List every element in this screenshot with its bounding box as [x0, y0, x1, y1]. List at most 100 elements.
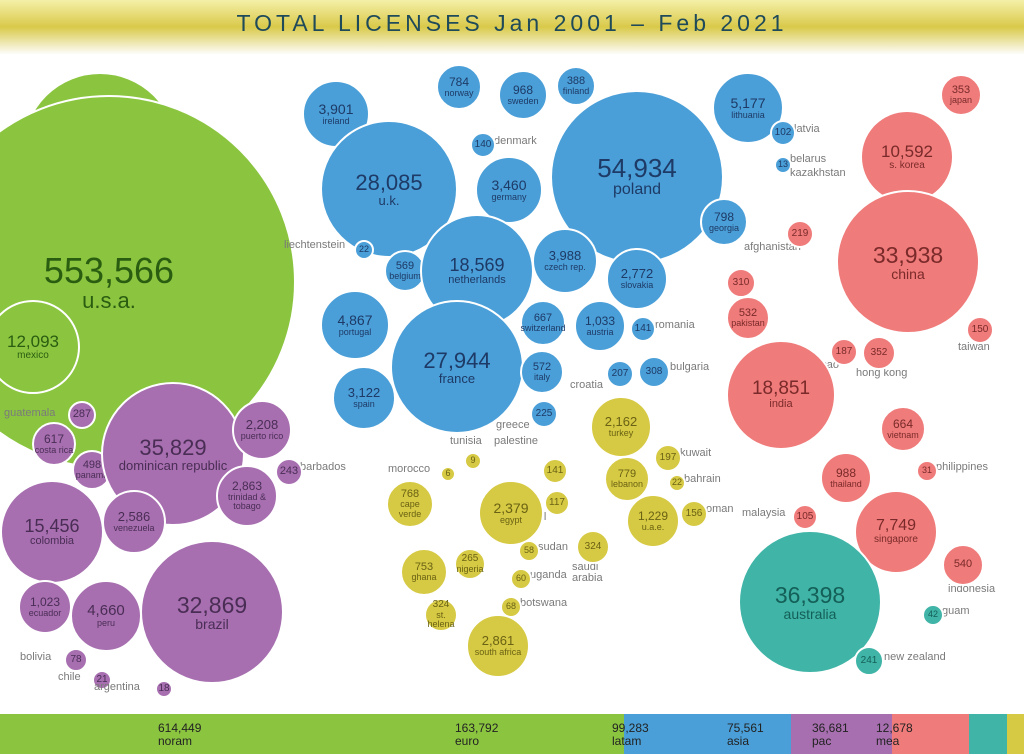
- label-guam: guam: [942, 606, 978, 617]
- bubble-france: 27,944france: [390, 300, 524, 434]
- bubble-label: colombia: [30, 536, 74, 548]
- bubble-vietnam: 664vietnam: [880, 406, 926, 452]
- bubble-costa rica: 617costa rica: [32, 422, 76, 466]
- bubble-label: trinidad & tobago: [218, 493, 276, 512]
- bubble-value: 2,208: [246, 418, 279, 432]
- bubble-morocco: 6: [440, 466, 456, 482]
- label-chile: chile: [58, 672, 90, 683]
- label-kazakhstan: kazakhstan: [790, 168, 860, 179]
- bubble-label: czech rep.: [544, 263, 586, 272]
- legend-seg-mea: [1007, 714, 1024, 754]
- bubble-trinidad & tobago: 2,863trinidad & tobago: [216, 465, 278, 527]
- bubble-value: 2,863: [232, 480, 262, 493]
- label-uganda: uganda: [530, 570, 576, 581]
- bubble-v310: 310: [726, 268, 756, 298]
- bubble-label: ghana: [411, 573, 436, 582]
- bubble-greece: 225: [530, 400, 558, 428]
- bubble-value: 6: [445, 469, 450, 478]
- label-palestine: palestine: [494, 436, 550, 447]
- label-morocco: morocco: [388, 464, 438, 475]
- bubble-liechtenstein: 22: [354, 240, 374, 260]
- bubble-value: 2,379: [493, 501, 528, 516]
- bubble-value: 3,460: [491, 178, 526, 193]
- bubble-label: pakistan: [731, 319, 765, 328]
- bubble-value: 241: [861, 656, 878, 667]
- bubble-label: dominican republic: [119, 459, 227, 473]
- bubble-value: 5,177: [730, 96, 765, 111]
- bubble-value: 31: [922, 466, 932, 475]
- bubble-tunisia: 9: [464, 452, 482, 470]
- bubble-portugal: 4,867portugal: [320, 290, 390, 360]
- bubble-label: japan: [950, 96, 972, 105]
- label-oman: oman: [706, 504, 742, 515]
- bubble-value: 15,456: [24, 517, 79, 536]
- bubble-value: 32,869: [177, 593, 247, 617]
- bubble-label: mexico: [17, 351, 49, 362]
- bubble-guam: 42: [922, 604, 944, 626]
- bubble-value: 60: [516, 574, 526, 583]
- label-sudan: sudan: [538, 542, 578, 553]
- label-new zealand: new zealand: [884, 652, 964, 663]
- bubble-label: u.a.e.: [642, 523, 665, 532]
- label-barbados: barbados: [300, 462, 370, 473]
- bubble-value: 10,592: [881, 143, 933, 161]
- bubble-sudan: 58: [518, 540, 540, 562]
- bubble-value: 352: [871, 348, 888, 359]
- bubble-label: lithuania: [731, 111, 765, 120]
- label-argentina: argentina: [94, 682, 152, 693]
- bubble-finland: 388finland: [556, 66, 596, 106]
- bubble-value: 2,772: [621, 267, 654, 281]
- bubble-barbados: 243: [275, 458, 303, 486]
- bubble-value: 12,093: [7, 333, 59, 351]
- bubble-value: 219: [792, 229, 809, 240]
- bubble-pakistan: 532pakistan: [726, 296, 770, 340]
- bubble-label: slovakia: [621, 281, 654, 290]
- bubble-value: 243: [280, 466, 298, 478]
- label-saudi arabia: saudi arabia: [572, 562, 616, 584]
- bubble-label: cape verde: [388, 500, 432, 519]
- bubble-saudi arabia: 324: [576, 530, 610, 564]
- bubble-value: 798: [714, 211, 734, 224]
- bubble-value: 968: [513, 84, 533, 97]
- bubble-u.a.e.: 1,229u.a.e.: [626, 494, 680, 548]
- label-liechtenstein: liechtenstein: [284, 240, 352, 251]
- bubble-value: 784: [449, 76, 469, 89]
- legend-label-asia: 75,561asia: [727, 722, 764, 748]
- bubble-label: georgia: [709, 224, 739, 233]
- label-denmark: denmark: [494, 136, 554, 147]
- bubble-palestine: 141: [542, 458, 568, 484]
- bubble-value: 1,229: [638, 510, 668, 523]
- bubble-label: china: [891, 267, 924, 282]
- label-romania: romania: [655, 320, 710, 331]
- bubble-value: 102: [775, 128, 792, 139]
- bubble-puerto rico: 2,208puerto rico: [232, 400, 292, 460]
- bubble-value: 58: [524, 546, 534, 555]
- bubble-value: 105: [797, 512, 814, 523]
- bubble-value: 187: [836, 347, 853, 358]
- bubble-label: france: [439, 372, 475, 386]
- bubble-bolivia: 78: [64, 648, 88, 672]
- bubble-chart: 48,790canada553,566u.s.a.12,093mexicogua…: [0, 0, 1024, 714]
- bubble-value: 2,861: [482, 634, 515, 648]
- label-belarus: belarus: [790, 154, 840, 165]
- bubble-label: thailand: [830, 480, 862, 489]
- bubble-turkey: 2,162turkey: [590, 396, 652, 458]
- bubble-label: india: [769, 399, 792, 411]
- bubble-value: 207: [612, 369, 629, 380]
- bubble-label: singapore: [874, 535, 918, 546]
- bubble-south africa: 2,861south africa: [466, 614, 530, 678]
- bubble-value: 3,122: [348, 386, 381, 400]
- bubble-value: 35,829: [139, 436, 206, 459]
- bubble-value: 141: [635, 324, 652, 335]
- bubble-st. helena: 324st. helena: [424, 598, 458, 632]
- bubble-label: belgium: [389, 272, 421, 281]
- bubble-value: 18,851: [752, 379, 810, 399]
- bubble-cape verde: 768cape verde: [386, 480, 434, 528]
- bubble-label: ecuador: [29, 609, 62, 618]
- bubble-hong kong: 352: [862, 336, 896, 370]
- bubble-thailand: 988thailand: [820, 452, 872, 504]
- label-latvia: latvia: [794, 124, 834, 135]
- bubble-value: 22: [359, 245, 369, 254]
- bubble-value: 42: [928, 610, 938, 619]
- label-hong kong: hong kong: [856, 368, 920, 379]
